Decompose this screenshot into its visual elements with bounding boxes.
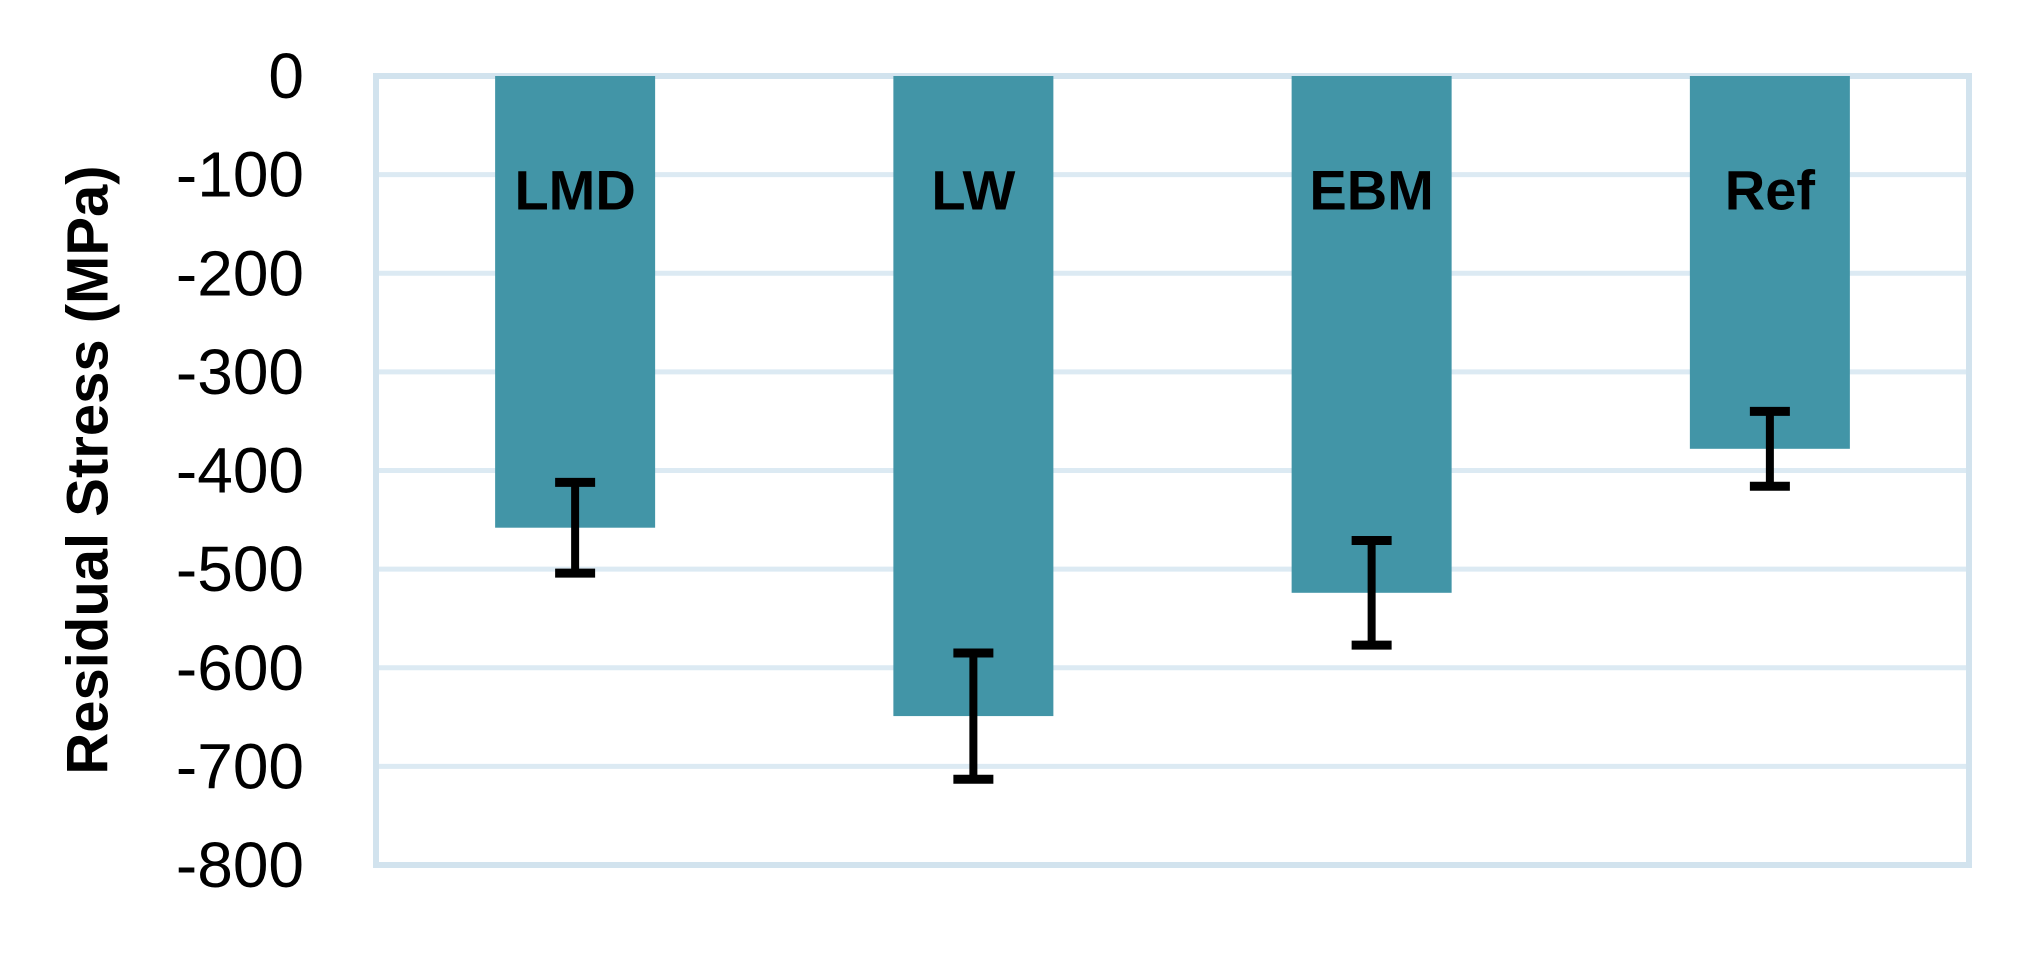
bar (893, 76, 1054, 717)
bar (495, 76, 656, 528)
y-tick-label: -100 (176, 139, 304, 211)
y-tick-label: -500 (176, 533, 304, 605)
bar (1689, 76, 1850, 449)
bar-label: LMD (514, 159, 635, 222)
bar-label: EBM (1309, 159, 1433, 222)
y-tick-label: -600 (176, 632, 304, 704)
plot-border (373, 73, 1972, 868)
bar-label: LW (931, 159, 1015, 222)
y-tick-label: -800 (176, 829, 304, 901)
y-axis-title: Residual Stress (MPa) (55, 165, 121, 775)
y-tick-label: -400 (176, 435, 304, 507)
bar-label: Ref (1725, 159, 1816, 222)
y-tick-label: -300 (176, 336, 304, 408)
y-tick-label: 0 (268, 40, 304, 112)
bar (1291, 76, 1452, 593)
y-tick-label: -700 (176, 730, 304, 802)
y-tick-label: -200 (176, 237, 304, 309)
